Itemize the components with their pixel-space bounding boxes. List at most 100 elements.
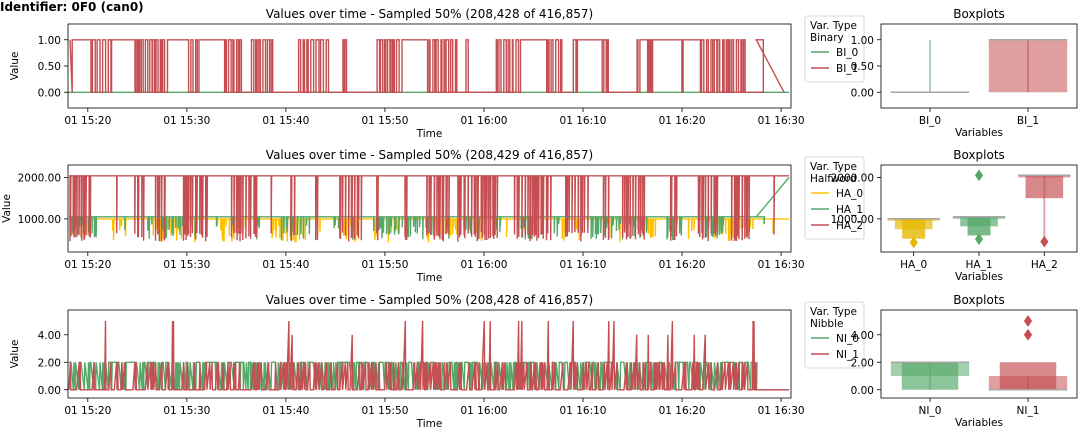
y-axis-label: Value <box>9 52 21 81</box>
legend-entry-BI_1: BI_1 <box>836 63 858 75</box>
boxplot-title: Boxplots <box>953 148 1005 162</box>
y-tick-label: 0.00 <box>38 87 61 99</box>
x-tick-label: 01 15:30 <box>163 405 210 417</box>
x-tick-label: 01 16:10 <box>560 115 607 127</box>
series-line-HA_2 <box>69 175 789 242</box>
x-tick-label: 01 15:50 <box>361 259 408 271</box>
x-tick-label: 01 15:50 <box>361 405 408 417</box>
chart-title: Values over time - Sampled 50% (208,428 … <box>266 293 593 307</box>
boxen-outlier <box>909 236 918 249</box>
boxen-NI_1 <box>988 315 1068 391</box>
line-chart-2: Values over time - Sampled 50% (208,429 … <box>1 148 865 284</box>
x-tick-label: NI_1 <box>1017 405 1040 417</box>
x-tick-label: HA_1 <box>965 259 992 271</box>
legend-entry-HA_1: HA_1 <box>836 204 863 216</box>
chart-title: Values over time - Sampled 50% (208,429 … <box>266 148 593 162</box>
x-tick-label: 01 15:20 <box>64 115 111 127</box>
boxen-outlier <box>974 169 984 182</box>
x-tick-label: 01 16:00 <box>460 405 507 417</box>
x-tick-label: BI_0 <box>919 115 941 127</box>
x-tick-label: 01 15:40 <box>262 259 309 271</box>
y-tick-label: 4.00 <box>851 330 874 342</box>
x-tick-label: 01 15:30 <box>163 115 210 127</box>
boxen-HA_2 <box>1018 174 1071 248</box>
boxen-level <box>901 362 959 390</box>
chart-title: Values over time - Sampled 50% (208,428 … <box>266 7 593 21</box>
legend-box <box>804 156 865 240</box>
y-tick-label: 0.00 <box>851 87 874 99</box>
identifier-label: Identifier: 0F0 (can0) <box>0 0 144 14</box>
y-tick-label: 0.50 <box>38 61 61 73</box>
boxen-level <box>967 216 991 236</box>
y-tick-label: 1.00 <box>851 35 874 47</box>
legend-entry-HA_2: HA_2 <box>836 220 863 232</box>
plot-area <box>68 320 789 391</box>
x-tick-label: 01 15:40 <box>262 115 309 127</box>
x-tick-label: HA_2 <box>1031 259 1058 271</box>
y-axis-label: Value <box>1 194 13 223</box>
x-tick-label: 01 16:30 <box>758 259 805 271</box>
legend-title: Var. Type <box>810 20 857 32</box>
legend-box <box>804 301 865 369</box>
x-axis-label: Variables <box>955 417 1003 429</box>
plot-area <box>68 39 789 93</box>
x-tick-label: 01 16:20 <box>659 115 706 127</box>
x-tick-label: 01 16:20 <box>659 259 706 271</box>
legend-title: Halfword <box>810 173 857 185</box>
series-line-BI_1 <box>69 39 785 93</box>
y-tick-label: 4.00 <box>38 330 61 342</box>
x-tick-label: 01 16:30 <box>758 115 805 127</box>
y-tick-label: 2000.00 <box>831 172 874 184</box>
boxen-NI_0 <box>890 361 970 390</box>
legend-title: Var. Type <box>810 161 857 173</box>
boxen-BI_1 <box>988 38 1068 93</box>
plot-area <box>69 175 790 243</box>
line-chart-3: Values over time - Sampled 50% (208,428 … <box>9 293 865 430</box>
boxplot-title: Boxplots <box>953 7 1005 21</box>
boxen-outlier <box>1023 328 1033 341</box>
x-axis-label: Variables <box>955 271 1003 283</box>
y-tick-label: 2.00 <box>38 357 61 369</box>
axes-frame <box>67 164 792 253</box>
y-tick-label: 1.00 <box>38 35 61 47</box>
line-chart-1: Values over time - Sampled 50% (208,428 … <box>9 7 865 140</box>
legend-entry-HA_0: HA_0 <box>836 188 863 200</box>
boxplot-frame <box>880 309 1078 399</box>
y-tick-label: 0.00 <box>38 385 61 397</box>
x-axis-label: Variables <box>955 127 1003 139</box>
y-axis-label: Value <box>9 340 21 369</box>
x-tick-label: HA_0 <box>900 259 927 271</box>
y-tick-label: 1000.00 <box>831 214 874 226</box>
x-tick-label: 01 16:00 <box>460 115 507 127</box>
legend-entry-BI_0: BI_0 <box>836 47 858 59</box>
y-tick-label: 1000.00 <box>18 214 61 226</box>
x-tick-label: 01 16:10 <box>560 405 607 417</box>
y-tick-label: 2.00 <box>851 357 874 369</box>
boxen-outlier <box>974 233 984 246</box>
boxen-outlier <box>1040 235 1049 248</box>
x-tick-label: 01 15:40 <box>262 405 309 417</box>
x-axis-label: Time <box>416 418 443 430</box>
legend-box <box>804 15 865 83</box>
x-axis-label: Time <box>416 272 443 284</box>
legend-entry-NI_1: NI_1 <box>836 349 859 361</box>
boxplot-title: Boxplots <box>953 293 1005 307</box>
axes-frame <box>67 309 792 399</box>
legend-title: Nibble <box>810 318 843 330</box>
boxplot-chart-2: Boxplots 1000.00 2000.00 HA_0 HA_1 HA_2 Variab… <box>831 148 1078 283</box>
y-tick-label: 0.00 <box>851 385 874 397</box>
x-tick-label: 01 16:00 <box>460 259 507 271</box>
boxplot-chart-1: Boxplots 0.00 0.50 1.00 BI_0 BI_1 Variables <box>851 7 1078 139</box>
boxen-level <box>1025 175 1064 199</box>
boxplot-chart-3: Boxplots 0.00 2.00 4.00 NI_0 NI_1 Variables <box>851 293 1078 429</box>
boxen-HA_1 <box>952 169 1006 246</box>
x-tick-label: 01 15:50 <box>361 115 408 127</box>
boxen-level <box>902 218 926 239</box>
boxen-level <box>988 39 1068 93</box>
y-tick-label: 2000.00 <box>18 172 61 184</box>
x-tick-label: 01 16:20 <box>659 405 706 417</box>
x-tick-label: 01 15:20 <box>64 405 111 417</box>
x-tick-label: 01 15:20 <box>64 259 111 271</box>
boxen-outlier <box>1023 315 1033 327</box>
